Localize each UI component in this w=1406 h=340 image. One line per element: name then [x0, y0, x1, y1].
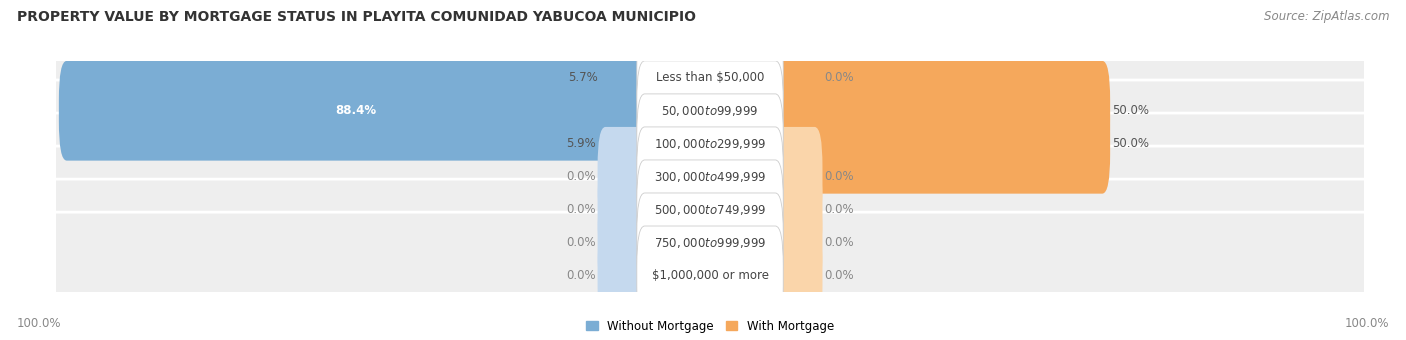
FancyBboxPatch shape	[598, 226, 652, 326]
Text: 88.4%: 88.4%	[335, 104, 377, 117]
FancyBboxPatch shape	[768, 160, 823, 260]
Text: 0.0%: 0.0%	[567, 203, 596, 216]
FancyBboxPatch shape	[637, 127, 783, 227]
Text: $750,000 to $999,999: $750,000 to $999,999	[654, 236, 766, 250]
FancyBboxPatch shape	[768, 28, 823, 128]
FancyBboxPatch shape	[768, 226, 823, 326]
Text: 5.9%: 5.9%	[567, 137, 596, 150]
Text: 0.0%: 0.0%	[824, 71, 853, 84]
Text: 0.0%: 0.0%	[567, 170, 596, 183]
Text: 50.0%: 50.0%	[1112, 137, 1149, 150]
Text: $1,000,000 or more: $1,000,000 or more	[651, 269, 769, 283]
Text: 0.0%: 0.0%	[824, 236, 853, 249]
FancyBboxPatch shape	[598, 160, 652, 260]
Text: 0.0%: 0.0%	[567, 269, 596, 283]
FancyBboxPatch shape	[637, 226, 783, 326]
Text: Less than $50,000: Less than $50,000	[655, 71, 765, 84]
Text: 100.0%: 100.0%	[1344, 317, 1389, 330]
Text: PROPERTY VALUE BY MORTGAGE STATUS IN PLAYITA COMUNIDAD YABUCOA MUNICIPIO: PROPERTY VALUE BY MORTGAGE STATUS IN PLA…	[17, 10, 696, 24]
Legend: Without Mortgage, With Mortgage: Without Mortgage, With Mortgage	[581, 315, 839, 337]
FancyBboxPatch shape	[46, 212, 1374, 340]
FancyBboxPatch shape	[768, 61, 1111, 160]
FancyBboxPatch shape	[46, 179, 1374, 307]
FancyBboxPatch shape	[768, 94, 1111, 194]
Text: Source: ZipAtlas.com: Source: ZipAtlas.com	[1264, 10, 1389, 23]
FancyBboxPatch shape	[768, 193, 823, 293]
FancyBboxPatch shape	[637, 94, 783, 194]
Text: 0.0%: 0.0%	[824, 269, 853, 283]
FancyBboxPatch shape	[637, 61, 783, 160]
FancyBboxPatch shape	[46, 80, 1374, 207]
FancyBboxPatch shape	[46, 113, 1374, 240]
FancyBboxPatch shape	[637, 28, 783, 128]
Text: 0.0%: 0.0%	[567, 236, 596, 249]
Text: 100.0%: 100.0%	[17, 317, 62, 330]
FancyBboxPatch shape	[59, 61, 652, 160]
FancyBboxPatch shape	[598, 193, 652, 293]
Text: $50,000 to $99,999: $50,000 to $99,999	[661, 104, 759, 118]
Text: $300,000 to $499,999: $300,000 to $499,999	[654, 170, 766, 184]
FancyBboxPatch shape	[46, 14, 1374, 141]
FancyBboxPatch shape	[46, 146, 1374, 274]
Text: 0.0%: 0.0%	[824, 170, 853, 183]
FancyBboxPatch shape	[599, 28, 652, 128]
Text: $500,000 to $749,999: $500,000 to $749,999	[654, 203, 766, 217]
FancyBboxPatch shape	[46, 47, 1374, 174]
FancyBboxPatch shape	[598, 127, 652, 227]
Text: $100,000 to $299,999: $100,000 to $299,999	[654, 137, 766, 151]
FancyBboxPatch shape	[768, 127, 823, 227]
FancyBboxPatch shape	[637, 160, 783, 260]
Text: 50.0%: 50.0%	[1112, 104, 1149, 117]
FancyBboxPatch shape	[598, 94, 652, 194]
FancyBboxPatch shape	[637, 193, 783, 293]
Text: 0.0%: 0.0%	[824, 203, 853, 216]
Text: 5.7%: 5.7%	[568, 71, 598, 84]
